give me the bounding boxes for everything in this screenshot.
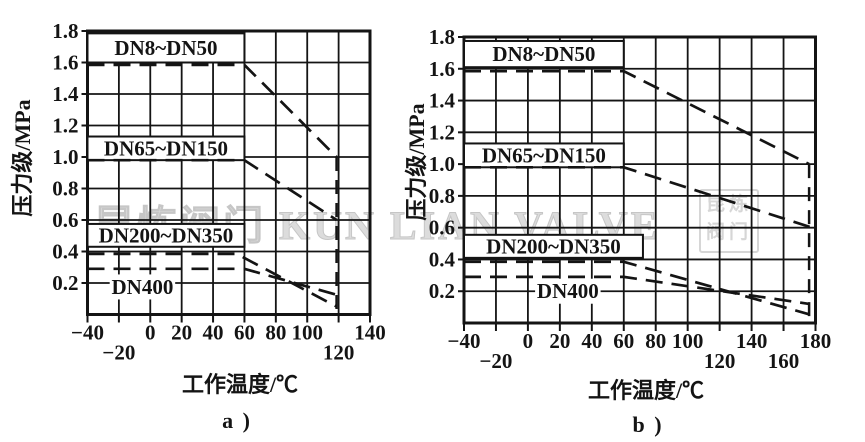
x-tick-label: −40	[71, 321, 104, 345]
sublabel-chart-b: b )	[632, 412, 664, 437]
x-tick-label: 140	[736, 329, 768, 353]
y-tick-label: 1.2	[429, 120, 455, 144]
y-tick-label: 0.8	[52, 177, 78, 201]
series-line-DN8-DN50	[464, 69, 810, 166]
watermark-logo-line1: 昆炼	[705, 194, 752, 215]
x-tick-label-row2: −20	[479, 349, 512, 373]
series-label-box	[463, 39, 625, 69]
x-axis-title-chart-b: 工作温度/℃	[587, 378, 705, 403]
y-tick-label: 0.8	[429, 184, 455, 208]
series-label: DN400	[112, 275, 174, 299]
x-tick-label: 60	[234, 321, 255, 345]
sublabel-chart-a: a )	[222, 408, 252, 433]
x-tick-label: 100	[672, 329, 704, 353]
x-tick-label: 140	[354, 321, 386, 345]
y-tick-label: 0.4	[52, 240, 79, 264]
x-tick-label: 180	[800, 329, 832, 353]
y-tick-label: 1.8	[52, 19, 78, 43]
y-tick-label: 1.2	[52, 114, 78, 138]
y-tick-label: 1.4	[429, 89, 456, 113]
series-label-box	[86, 32, 246, 64]
x-axis-title-chart-a: 工作温度/℃	[181, 372, 299, 397]
series-label: DN8~DN50	[114, 36, 217, 60]
series-line-DN65-DN150	[464, 165, 816, 230]
chart-b: DN8~DN50 DN65~DN150 DN200~DN350 DN400 0.2 0.4…	[429, 25, 832, 373]
y-tick-label: 1.6	[429, 57, 455, 81]
x-tick-label: 40	[203, 321, 224, 345]
y-axis-title-chart-a: 压力级/MPa	[10, 99, 35, 217]
series-label: DN65~DN150	[482, 143, 606, 167]
y-tick-label: 1.6	[52, 51, 78, 75]
series-label-patch	[535, 278, 601, 304]
x-tick-label: 20	[171, 321, 192, 345]
series-label: DN200~DN350	[99, 223, 234, 247]
x-tick-label: 0	[145, 321, 156, 345]
y-tick-label: 0.2	[52, 271, 78, 295]
series-line-DN200-DN350	[464, 260, 810, 316]
x-tick-label-row2: −20	[102, 341, 135, 365]
plot-border	[86, 29, 372, 316]
x-tick-label: 80	[265, 321, 286, 345]
x-tick-label-row2: 120	[323, 341, 355, 365]
y-tick-label: 1.8	[429, 25, 455, 49]
y-tick-label: 1.0	[52, 145, 78, 169]
y-tick-label: 0.4	[429, 247, 456, 271]
y-tick-label: 1.4	[52, 82, 79, 106]
series-line-DN200-DN350	[87, 252, 338, 308]
y-tick-label: 0.6	[429, 216, 455, 240]
x-tick-label-row2: 160	[768, 349, 800, 373]
x-tick-label: 60	[613, 329, 634, 353]
chart-a: DN8~DN50 DN65~DN150 DN200~DN350 DN400 0.2 0.4…	[52, 19, 386, 365]
series-label-patch	[109, 274, 176, 300]
x-tick-label: 80	[645, 329, 666, 353]
y-tick-label: 1.0	[429, 152, 455, 176]
series-label: DN65~DN150	[104, 136, 228, 160]
series-label: DN200~DN350	[486, 234, 621, 258]
x-tick-label: 40	[581, 329, 602, 353]
x-tick-label: 100	[291, 321, 323, 345]
y-axis-title-chart-b: 压力级/MPa	[404, 103, 429, 221]
series-line-DN400	[464, 275, 810, 306]
plot-border	[462, 35, 817, 325]
x-tick-label: 20	[549, 329, 570, 353]
x-tick-label: 0	[523, 329, 534, 353]
series-line-DN8-DN50	[87, 63, 338, 158]
y-tick-label: 0.2	[429, 279, 455, 303]
series-line-DN400	[87, 267, 337, 297]
series-line-DN65-DN150	[87, 158, 338, 222]
y-tick-label: 0.6	[52, 208, 78, 232]
series-label: DN8~DN50	[492, 42, 595, 66]
series-label-box	[86, 222, 246, 248]
series-label-box	[463, 233, 644, 259]
x-tick-label-row2: 120	[704, 349, 736, 373]
series-label: DN400	[537, 279, 599, 303]
x-tick-label: −40	[448, 329, 481, 353]
